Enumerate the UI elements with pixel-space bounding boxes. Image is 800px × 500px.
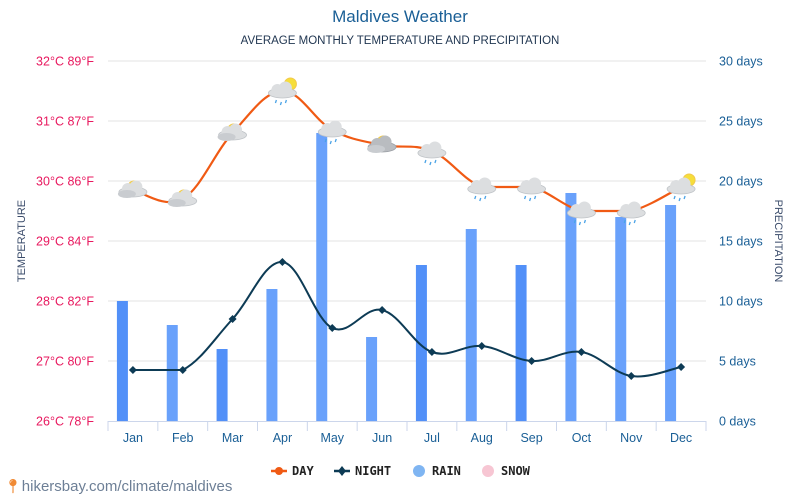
legend-item-rain[interactable]: RAIN — [413, 464, 461, 478]
night-legend-marker — [338, 466, 346, 476]
precipitation-tick-label: 20 days — [719, 175, 763, 189]
legend-item-day[interactable]: DAY — [271, 464, 314, 478]
night-point[interactable] — [427, 348, 436, 356]
temperature-tick-label: 29°C 84°F — [36, 235, 94, 249]
precipitation-tick-label: 5 days — [719, 355, 756, 369]
rain-bar[interactable] — [366, 337, 378, 421]
rain-bar[interactable] — [465, 229, 477, 421]
partly-cloudy-sun-icon[interactable] — [117, 180, 148, 199]
night-line — [132, 260, 682, 378]
rain-sun-icon[interactable] — [666, 173, 696, 202]
day-series — [132, 89, 682, 213]
temperature-tick-label: 27°C 80°F — [36, 355, 94, 369]
temperature-tick-label: 32°C 89°F — [36, 55, 94, 69]
temperature-tick-label: 31°C 87°F — [36, 115, 94, 129]
rain-cloud-icon[interactable] — [567, 201, 596, 226]
rain-legend-marker — [413, 465, 425, 477]
legend-label-day: DAY — [292, 464, 314, 478]
night-point[interactable] — [527, 357, 536, 365]
rain-bar[interactable] — [316, 133, 328, 421]
night-point[interactable] — [477, 342, 486, 350]
precipitation-axis-title: PRECIPITATION — [772, 200, 784, 283]
rain-bar[interactable] — [415, 265, 427, 421]
source-url[interactable]: hikersbay.com/climate/maldives — [21, 478, 233, 495]
rain-cloud-icon[interactable] — [616, 201, 646, 226]
rain-cloud-icon[interactable] — [517, 177, 546, 202]
temperature-axis-ticks: 26°C 78°F 27°C 80°F 28°C 82°F 29°C 84°F 30°C… — [36, 55, 94, 429]
rain-bar[interactable] — [116, 301, 128, 421]
month-label: Jun — [372, 431, 392, 445]
rain-sun-icon[interactable] — [268, 77, 297, 106]
precipitation-tick-label: 10 days — [719, 295, 763, 309]
month-label: Oct — [572, 431, 592, 445]
partly-cloudy-sun-icon[interactable] — [217, 123, 247, 142]
night-point[interactable] — [278, 258, 287, 266]
night-point[interactable] — [128, 366, 137, 374]
legend-item-snow[interactable]: SNOW — [482, 464, 531, 478]
rain-cloud-icon[interactable] — [317, 120, 347, 145]
month-label: May — [320, 431, 344, 445]
dark-cloud-sun-icon[interactable] — [367, 135, 397, 154]
night-point[interactable] — [328, 324, 337, 332]
temperature-tick-label: 30°C 86°F — [36, 175, 94, 189]
precipitation-axis-ticks: 0 days 5 days 10 days 15 days 20 days 25 days… — [719, 55, 763, 429]
rain-bar[interactable] — [565, 193, 577, 421]
legend-label-night: NIGHT — [355, 464, 391, 478]
precipitation-tick-label: 30 days — [719, 55, 763, 69]
night-series — [128, 258, 686, 380]
night-point[interactable] — [627, 372, 636, 380]
month-label: Apr — [273, 431, 292, 445]
rain-cloud-icon[interactable] — [417, 141, 447, 166]
chart-title: Maldives Weather — [332, 7, 468, 26]
precipitation-tick-label: 15 days — [719, 235, 763, 249]
precipitation-tick-label: 25 days — [719, 115, 763, 129]
temperature-tick-label: 28°C 82°F — [36, 295, 94, 309]
legend-label-rain: RAIN — [432, 464, 461, 478]
snow-legend-marker — [482, 465, 494, 477]
day-line — [132, 89, 682, 213]
month-label: Sep — [520, 431, 542, 445]
day-legend-marker — [275, 467, 283, 475]
partly-cloudy-sun-icon[interactable] — [167, 189, 198, 208]
rain-bar[interactable] — [166, 325, 178, 421]
rain-bar[interactable] — [515, 265, 527, 421]
night-point[interactable] — [228, 315, 237, 323]
rain-bar[interactable] — [665, 205, 677, 421]
month-label: Aug — [471, 431, 493, 445]
month-label: Jan — [123, 431, 143, 445]
rain-bar[interactable] — [615, 217, 627, 421]
grid-lines — [108, 60, 706, 362]
legend-label-snow: SNOW — [501, 464, 531, 478]
night-point[interactable] — [577, 348, 586, 356]
month-label: Mar — [222, 431, 244, 445]
x-axis: Jan Feb Mar Apr May Jun Jul Aug Sep Oct Nov Dec — [107, 421, 707, 445]
temperature-tick-label: 26°C 78°F — [36, 415, 94, 429]
night-point[interactable] — [178, 366, 187, 374]
precipitation-tick-label: 0 days — [719, 415, 756, 429]
month-label: Nov — [620, 431, 643, 445]
temperature-axis-title: TEMPERATURE — [16, 200, 28, 282]
night-point[interactable] — [378, 306, 387, 314]
source-link[interactable]: 📍︎hikersbay.com/climate/maldives — [4, 478, 232, 495]
month-label: Feb — [172, 431, 194, 445]
rain-bar[interactable] — [216, 349, 228, 421]
legend-item-night[interactable]: NIGHT — [334, 464, 391, 478]
map-pin-icon: 📍︎ — [4, 478, 22, 494]
rain-bar[interactable] — [266, 289, 278, 421]
night-point[interactable] — [677, 363, 686, 371]
month-label: Dec — [670, 431, 692, 445]
weather-icons — [117, 77, 696, 226]
month-label: Jul — [424, 431, 440, 445]
legend: DAY NIGHT RAIN SNOW — [271, 464, 531, 478]
rain-bars — [116, 133, 677, 421]
chart-subtitle: AVERAGE MONTHLY TEMPERATURE AND PRECIPIT… — [240, 35, 560, 47]
rain-cloud-icon[interactable] — [467, 177, 497, 202]
